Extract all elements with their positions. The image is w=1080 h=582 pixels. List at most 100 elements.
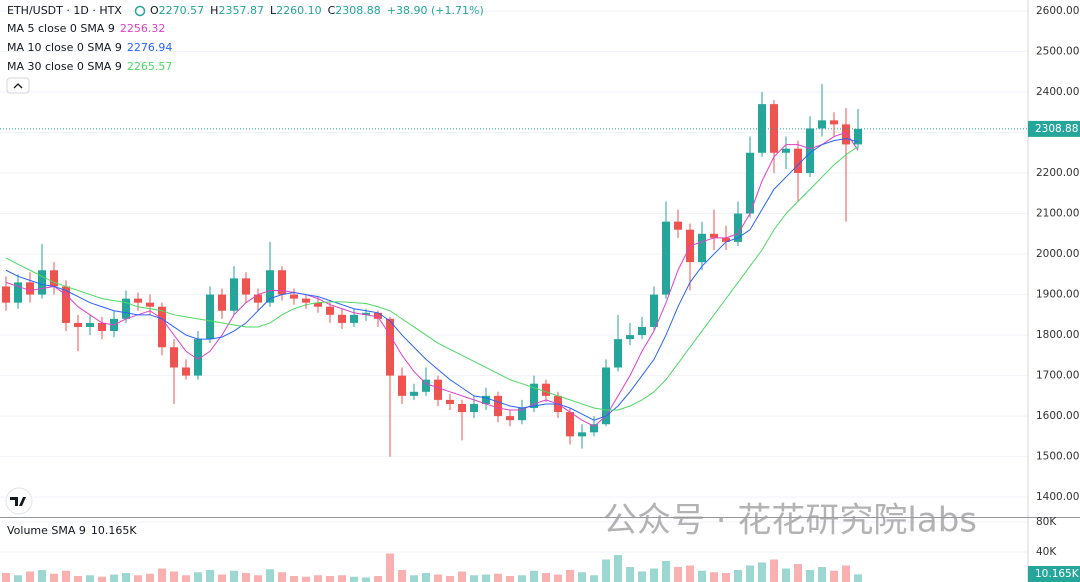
candle-body xyxy=(854,128,862,145)
ohlc-key: L xyxy=(270,4,277,17)
logo-mark xyxy=(10,497,26,506)
volume-bar xyxy=(494,573,502,582)
candle-body xyxy=(446,399,454,404)
candle-body xyxy=(842,124,850,145)
candle-body xyxy=(146,302,154,307)
candle-body xyxy=(530,383,538,409)
candle-body xyxy=(518,408,526,421)
volume-tick-label: 40K xyxy=(1036,546,1057,558)
candle-body xyxy=(542,383,550,396)
volume-bar xyxy=(854,574,862,582)
y-tick-label: 1900.00 xyxy=(1036,289,1079,301)
candle-body xyxy=(434,379,442,400)
volume-bar xyxy=(38,569,46,582)
volume-bar xyxy=(218,574,226,582)
candle-body xyxy=(782,148,790,153)
volume-bar xyxy=(134,575,142,582)
volume-bar xyxy=(398,569,406,582)
volume-bar xyxy=(434,574,442,582)
candle-body xyxy=(230,278,238,311)
candle-body xyxy=(254,294,262,303)
candle-body xyxy=(242,278,250,295)
volume-bar xyxy=(194,572,202,582)
volume-bar xyxy=(734,569,742,582)
indicator-legend: MA 5 close 0 SMA 9 2256.32 xyxy=(7,22,165,35)
volume-bar xyxy=(662,560,670,582)
volume-bar xyxy=(638,571,646,582)
ohlc-key: C xyxy=(328,4,336,17)
volume-bar xyxy=(590,575,598,582)
candle-body xyxy=(350,314,358,323)
volume-bar xyxy=(542,572,550,582)
candle-body xyxy=(314,302,322,307)
volume-bar xyxy=(554,574,562,582)
candle-body xyxy=(458,403,466,413)
volume-bar xyxy=(110,574,118,582)
candle-body xyxy=(206,294,214,340)
candle-body xyxy=(626,335,634,340)
volume-bar xyxy=(374,576,382,582)
volume-bar xyxy=(14,575,22,582)
volume-bar xyxy=(698,570,706,582)
y-tick-label: 2500.00 xyxy=(1036,45,1079,57)
y-tick-label: 1700.00 xyxy=(1036,370,1079,382)
candle-body xyxy=(74,322,82,327)
indicator-name: MA 30 close 0 SMA 9 xyxy=(7,60,122,73)
grid xyxy=(0,10,1028,553)
volume-bar xyxy=(818,566,826,582)
volume-bar xyxy=(62,570,70,582)
candle-body xyxy=(638,326,646,336)
volume-bar xyxy=(266,569,274,582)
ohlc-value: 2308.88 xyxy=(335,4,381,17)
candle-body xyxy=(722,237,730,242)
volume-bar xyxy=(422,572,430,582)
candle-body xyxy=(14,282,22,303)
candle-body xyxy=(710,233,718,238)
volume-tag-label: 10.165K xyxy=(1035,568,1080,580)
y-tick-label: 2400.00 xyxy=(1036,86,1079,98)
candle-body xyxy=(698,233,706,263)
collapse-button[interactable] xyxy=(6,77,30,94)
candle-body xyxy=(170,347,178,368)
volume-bar xyxy=(242,572,250,582)
candle-body xyxy=(326,306,334,315)
candle-body xyxy=(38,270,46,295)
volume-bar xyxy=(842,565,850,582)
volume-bar xyxy=(230,570,238,582)
ohlc-key: O xyxy=(150,4,159,17)
volume-bar xyxy=(710,572,718,582)
marks xyxy=(2,83,862,582)
candle-body xyxy=(578,432,586,437)
candle-body xyxy=(122,298,130,319)
last-price-label: 2308.88 xyxy=(1035,123,1078,135)
y-tick-label: 1600.00 xyxy=(1036,410,1079,422)
y-tick-label: 2600.00 xyxy=(1036,5,1079,17)
collapse-icon xyxy=(13,83,23,89)
candle-body xyxy=(494,395,502,417)
candle-body xyxy=(806,128,814,174)
volume-bar xyxy=(506,576,514,582)
volume-bar xyxy=(410,575,418,582)
candle-body xyxy=(746,152,754,214)
candle-body xyxy=(302,298,310,303)
volume-bar xyxy=(794,563,802,582)
candle-body xyxy=(386,318,394,376)
volume-bar xyxy=(626,566,634,582)
candle-body xyxy=(410,391,418,396)
volume-bar xyxy=(26,571,34,582)
volume-bar xyxy=(350,576,358,582)
candle-body xyxy=(830,120,838,125)
candle-body xyxy=(62,286,70,323)
volume-bar xyxy=(746,565,754,582)
candle-body xyxy=(98,322,106,332)
candle-body xyxy=(794,148,802,174)
y-tick-label: 2100.00 xyxy=(1036,208,1079,220)
candle-body xyxy=(266,270,274,303)
indicator-value: 2265.57 xyxy=(127,60,173,73)
volume-bar xyxy=(122,572,130,582)
ohlc: O2270.57 H2357.87 L2260.10 C2308.88 +38.90 (… xyxy=(150,4,484,17)
volume-bar xyxy=(650,568,658,582)
indicator-name: MA 5 close 0 SMA 9 xyxy=(7,22,115,35)
candle-body xyxy=(650,294,658,327)
